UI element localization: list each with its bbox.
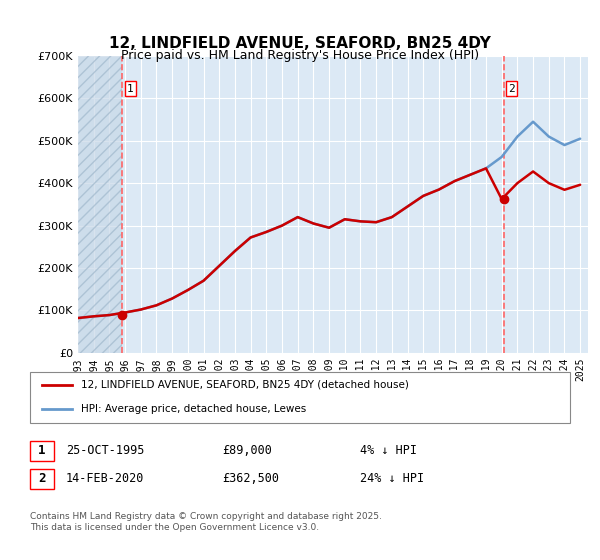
Text: £89,000: £89,000 (222, 444, 272, 458)
Text: 25-OCT-1995: 25-OCT-1995 (66, 444, 145, 458)
Text: 14-FEB-2020: 14-FEB-2020 (66, 472, 145, 486)
Text: Contains HM Land Registry data © Crown copyright and database right 2025.
This d: Contains HM Land Registry data © Crown c… (30, 512, 382, 532)
Text: £362,500: £362,500 (222, 472, 279, 486)
Text: 2: 2 (508, 83, 515, 94)
Text: 12, LINDFIELD AVENUE, SEAFORD, BN25 4DY: 12, LINDFIELD AVENUE, SEAFORD, BN25 4DY (109, 36, 491, 52)
Text: 1: 1 (38, 444, 46, 458)
Text: 24% ↓ HPI: 24% ↓ HPI (360, 472, 424, 486)
Text: Price paid vs. HM Land Registry's House Price Index (HPI): Price paid vs. HM Land Registry's House … (121, 49, 479, 62)
Text: HPI: Average price, detached house, Lewes: HPI: Average price, detached house, Lewe… (81, 404, 306, 414)
Text: 12, LINDFIELD AVENUE, SEAFORD, BN25 4DY (detached house): 12, LINDFIELD AVENUE, SEAFORD, BN25 4DY … (81, 380, 409, 390)
Text: 1: 1 (127, 83, 134, 94)
Bar (78, 56, 122, 353)
Text: 4% ↓ HPI: 4% ↓ HPI (360, 444, 417, 458)
Text: 2: 2 (38, 472, 46, 486)
